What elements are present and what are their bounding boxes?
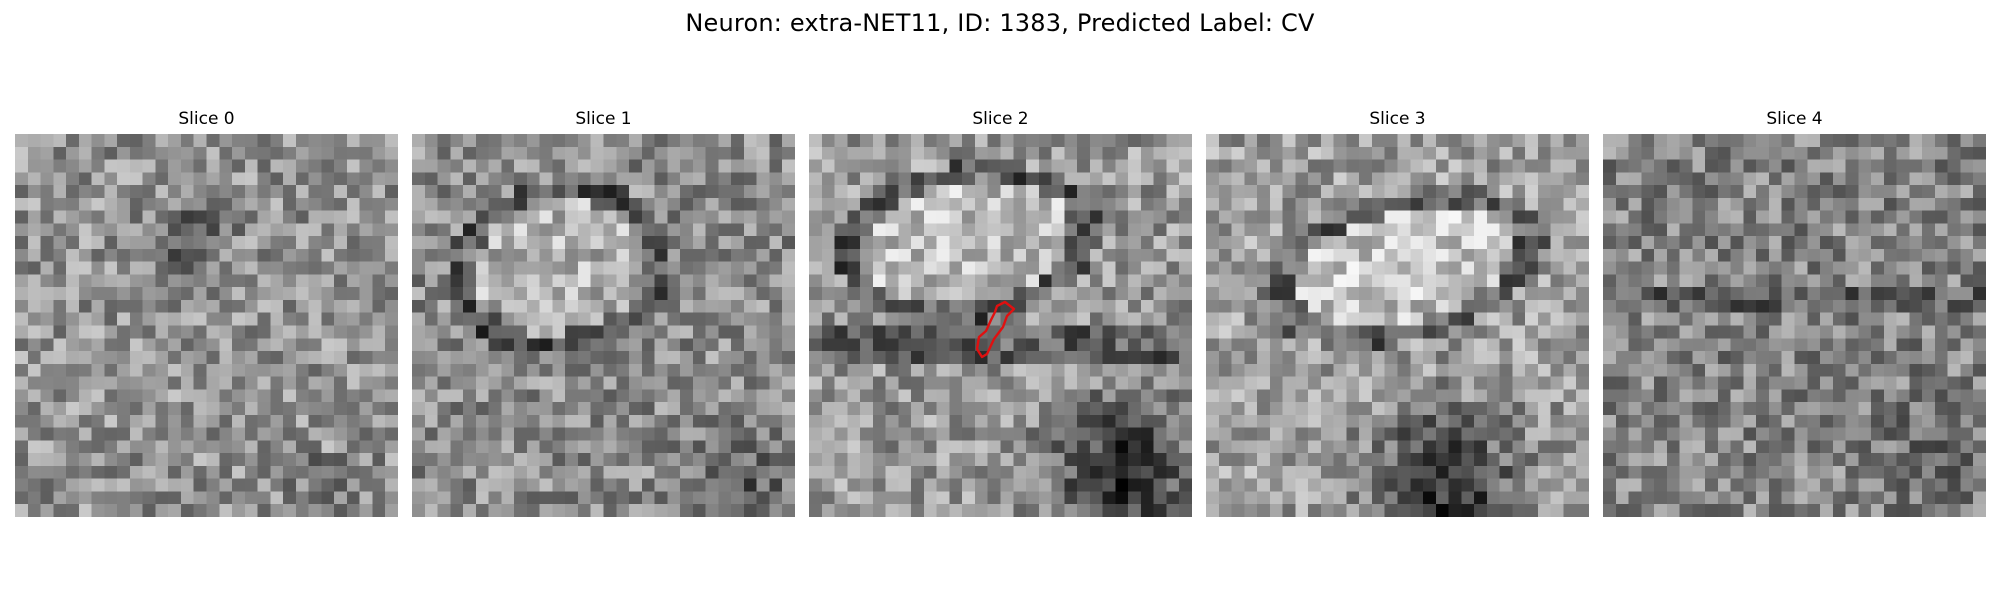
slice-panel-0: Slice 0 bbox=[15, 108, 398, 517]
slice-panel-4: Slice 4 bbox=[1603, 108, 1986, 517]
slice-title: Slice 3 bbox=[1369, 109, 1426, 129]
slice-title: Slice 2 bbox=[972, 109, 1029, 129]
slice-image bbox=[1206, 134, 1589, 517]
slice-title: Slice 4 bbox=[1766, 109, 1823, 129]
slice-panel-3: Slice 3 bbox=[1206, 108, 1589, 517]
slice-image bbox=[412, 134, 795, 517]
figure-title: Neuron: extra-NET11, ID: 1383, Predicted… bbox=[685, 9, 1315, 37]
slice-image bbox=[15, 134, 398, 517]
slice-image bbox=[809, 134, 1192, 517]
slice-image bbox=[1603, 134, 1986, 517]
segmentation-outline bbox=[975, 300, 1016, 359]
slice-title: Slice 1 bbox=[575, 109, 632, 129]
slice-title: Slice 0 bbox=[178, 109, 235, 129]
slice-panel-2: Slice 2 bbox=[809, 108, 1192, 517]
slice-panel-1: Slice 1 bbox=[412, 108, 795, 517]
